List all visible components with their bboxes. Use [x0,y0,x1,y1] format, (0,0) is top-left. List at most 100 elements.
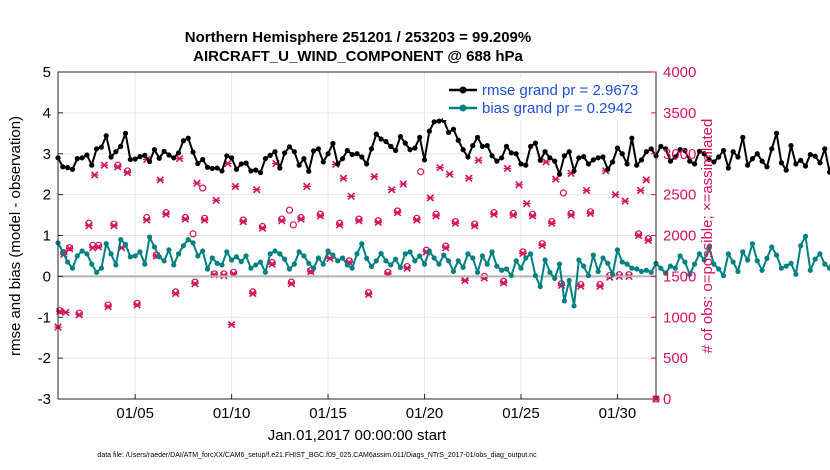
bias-point [773,252,780,258]
bias-point [330,252,336,258]
obs-possible-marker [615,271,623,279]
bias-point [142,261,148,267]
rmse-point [735,154,741,160]
rmse-point [754,151,760,157]
bias-point [354,251,360,257]
y-tick-label: -3 [38,391,51,408]
obs-assimilated-marker [499,279,508,287]
rmse-point [214,165,220,171]
obs-possible-marker [258,222,267,231]
bias-point [421,261,428,267]
obs-possible-marker [471,220,479,228]
obs-assimilated-marker [268,260,276,268]
obs-possible-marker [191,278,199,286]
obs-assimilated-marker [548,219,556,228]
obs-assimilated-marker [374,218,383,227]
bias-point [291,261,297,267]
bias-point [108,251,114,257]
obs-possible-marker [229,268,238,276]
bias-point [325,248,331,254]
right-y-tick-label: 3500 [663,105,696,122]
chart-title-line1: Northern Hemisphere 251201 / 253203 = 99… [185,29,531,46]
bias-point [364,255,370,261]
rmse-point [204,164,211,170]
rmse-point [397,133,403,140]
rmse-point [368,146,375,152]
obs-assimilated-marker [403,264,411,272]
obs-possible-marker [110,220,118,228]
bias-point [610,271,616,277]
obs-assimilated-marker [100,161,109,169]
x-axis-label: Jan.01,2017 00:00:00 start [268,427,447,444]
bias-point [190,240,196,246]
right-y-tick-label: 1500 [663,268,696,285]
obs-possible-marker [285,206,294,214]
rmse-point [122,130,129,136]
rmse-point [291,149,297,155]
bias-point [171,262,177,268]
bias-point [378,250,384,257]
obs-possible-marker [56,307,64,315]
rmse-point [687,158,693,164]
obs-assimilated-marker [193,179,201,187]
bias-point [147,234,153,240]
bias-point [677,253,683,259]
bias-point [460,264,466,270]
rmse-point [576,155,582,161]
rmse-point [426,128,432,134]
rmse-point [711,159,717,165]
rmse-point [238,161,244,167]
rmse-point [233,166,240,172]
rmse-point [460,147,466,153]
y-tick-label: -1 [38,309,51,326]
obs-assimilated-marker [110,221,118,230]
bias-point [118,236,124,243]
bias-point [392,256,399,262]
obs-assimilated-marker [413,216,421,224]
obs-possible-marker [364,289,373,297]
obs-possible-marker [559,189,568,197]
obs-assimilated-marker [364,290,373,299]
rmse-point [229,155,235,161]
rmse-point [788,142,794,149]
bias-point [484,261,490,267]
rmse-point [282,150,288,156]
bias-point [344,262,350,268]
obs-assimilated-marker [432,212,440,220]
bias-point [508,272,514,279]
obs-assimilated-marker [227,320,236,329]
rmse-point [311,148,317,154]
obs-assimilated-marker [249,289,257,298]
obs-assimilated-marker [200,216,209,224]
bias-point [127,254,133,260]
rmse-point [364,161,370,167]
rmse-point [166,152,172,158]
obs-possible-marker [289,221,297,229]
rmse-point [412,145,418,151]
bias-point [638,268,645,275]
obs-assimilated-marker [162,210,170,219]
rmse-point [532,140,539,146]
bias-point [716,266,722,272]
obs-possible-marker [413,214,421,222]
bias-point [450,268,457,275]
bias-point [556,261,563,267]
bias-point [590,252,596,258]
right-y-tick-label: 3000 [663,146,696,163]
rmse-point [180,138,186,144]
obs-assimilated-marker [634,231,643,240]
rmse-point [528,143,534,149]
rmse-point [556,171,563,177]
bias-point [60,249,66,255]
rmse-point [248,168,254,174]
bias-point [682,259,688,265]
rmse-point [339,156,346,162]
bias-point [455,258,461,264]
rmse-point [745,162,751,168]
rmse-point [315,146,322,152]
bias-point [585,272,592,279]
rmse-point [436,118,442,124]
bias-point [306,260,312,266]
bias-point [663,270,669,276]
obs-possible-marker [451,218,459,226]
